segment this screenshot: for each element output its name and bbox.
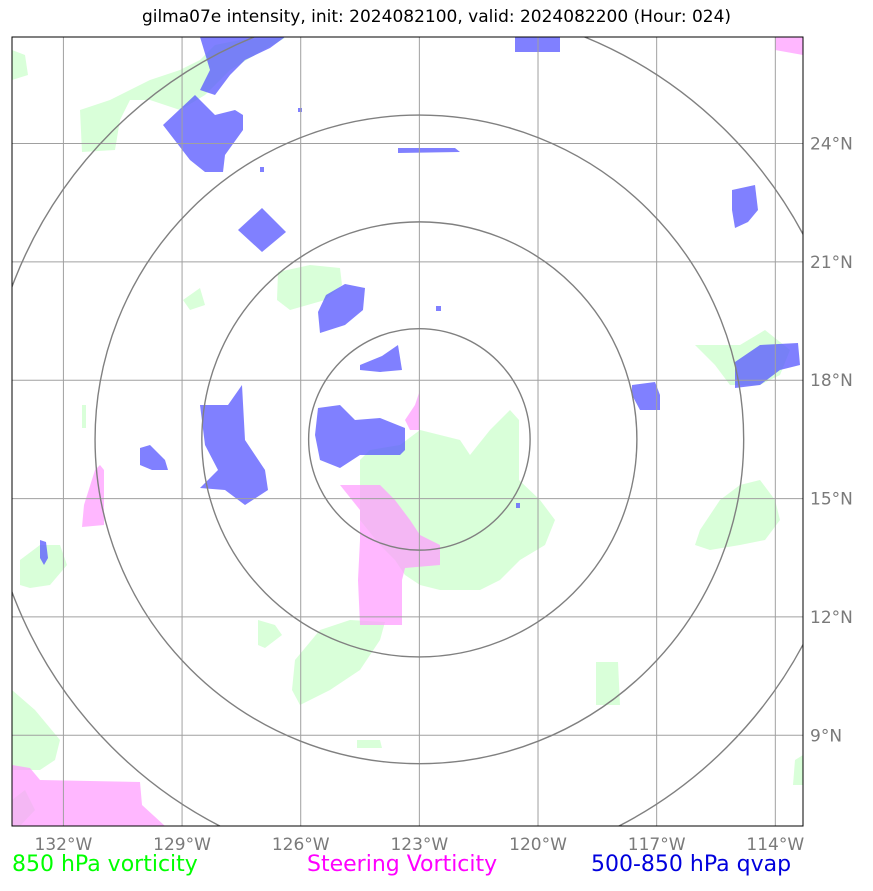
vorticity-850-area (357, 740, 382, 748)
plot-frame (11, 36, 804, 827)
lon-tick-label: 129°W (153, 835, 211, 855)
qvap-area (632, 382, 660, 410)
vorticity-850-layer (12, 38, 803, 826)
vorticity-850-area (596, 662, 620, 705)
qvap-area (515, 37, 560, 52)
lat-gridlines (12, 143, 803, 736)
vorticity-850-area (793, 755, 803, 785)
qvap-area (315, 405, 405, 468)
steering-vorticity-area (82, 465, 104, 527)
lat-tick-label: 18°N (810, 371, 853, 391)
vorticity-850-area (12, 50, 28, 80)
qvap-area (398, 148, 460, 153)
legend-850-vorticity: 850 hPa vorticity (12, 852, 198, 877)
range-ring (94, 114, 745, 765)
vorticity-850-area (12, 690, 60, 770)
steering-vorticity-area (12, 765, 165, 826)
vorticity-850-area (695, 480, 780, 550)
qvap-area (735, 343, 800, 388)
qvap-area (40, 540, 48, 565)
lon-tick-labels: 132°W 129°W 126°W 123°W 120°W 117°W 114°W (35, 835, 805, 855)
lon-tick-label: 117°W (628, 835, 686, 855)
vorticity-850-area (82, 405, 86, 428)
lat-tick-label: 15°N (810, 490, 853, 510)
qvap-area (732, 185, 758, 228)
qvap-area (298, 108, 302, 112)
lon-tick-label: 114°W (746, 835, 804, 855)
vorticity-850-area (20, 545, 67, 588)
qvap-area (318, 284, 365, 333)
lon-tick-label: 132°W (35, 835, 93, 855)
range-ring (307, 327, 531, 551)
vorticity-850-area (258, 620, 282, 648)
range-rings (12, 37, 803, 826)
lat-tick-label: 9°N (810, 726, 842, 746)
qvap-area (260, 167, 264, 172)
legend-steering-vorticity: Steering Vorticity (307, 852, 498, 877)
qvap-area (163, 95, 243, 172)
vorticity-850-area (183, 288, 205, 310)
lat-tick-label: 24°N (810, 135, 853, 155)
lat-tick-label: 21°N (810, 253, 853, 273)
qvap-area (516, 503, 520, 508)
qvap-area (200, 37, 285, 95)
qvap-area (238, 208, 286, 252)
range-ring (201, 221, 638, 658)
steering-vorticity-area (775, 37, 803, 55)
lon-tick-label: 126°W (272, 835, 330, 855)
qvap-area (360, 345, 402, 372)
lat-tick-labels: 9°N 12°N 15°N 18°N 21°N 24°N (810, 135, 853, 747)
qvap-area (200, 385, 268, 505)
steering-vorticity-layer (12, 37, 803, 826)
lon-tick-label: 120°W (509, 835, 567, 855)
qvap-area (140, 445, 168, 470)
lat-tick-label: 12°N (810, 608, 853, 628)
steering-vorticity-area (405, 390, 420, 430)
lon-tick-label: 123°W (390, 835, 448, 855)
map-title: gilma07e intensity, init: 2024082100, va… (141, 7, 732, 27)
lon-gridlines (62, 37, 776, 826)
legend-qvap: 500-850 hPa qvap (591, 852, 792, 877)
vorticity-850-area (292, 620, 385, 705)
map-plot-area (12, 37, 803, 826)
qvap-area (436, 306, 441, 311)
steering-vorticity-area (340, 485, 440, 625)
